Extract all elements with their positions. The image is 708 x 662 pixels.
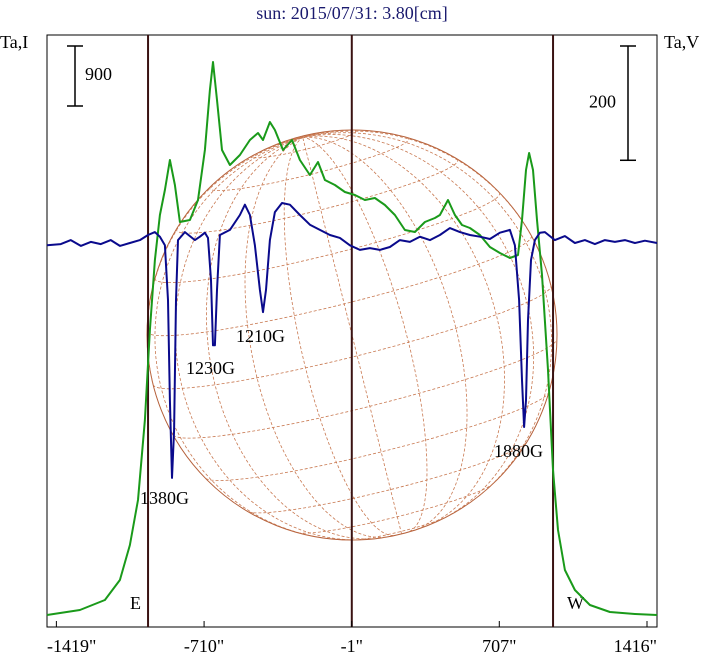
graticule-line: [154, 192, 500, 283]
series-line: [46, 61, 658, 616]
graticule-line: [174, 136, 366, 540]
annotation: 1880G: [494, 441, 543, 461]
graticule-line: [205, 136, 380, 540]
annotation: 1380G: [140, 488, 189, 508]
graticule-line: [302, 132, 553, 499]
annotation: 1230G: [186, 358, 235, 378]
graticule-line: [248, 442, 527, 514]
graticule-line: [302, 135, 505, 528]
x-tick-label: 1416": [614, 636, 657, 656]
graticule-line: [147, 136, 303, 385]
graticule-line: [302, 134, 308, 138]
scale-bar-label: 900: [85, 64, 112, 84]
graticule-line: [302, 136, 468, 530]
series-line: [46, 202, 658, 479]
graticule-line: [302, 134, 535, 523]
graticule-line: [302, 130, 552, 286]
y-axis-label: Ta,I: [0, 32, 28, 52]
chart-title: sun: 2015/07/31: 3.80[cm]: [256, 3, 448, 23]
scale-bar-label: 200: [589, 91, 616, 111]
graticule-line: [302, 132, 318, 138]
limb-label: E: [130, 593, 141, 613]
x-tick-label: -1": [341, 636, 363, 656]
x-tick-label: -710": [184, 636, 224, 656]
x-tick-label: 707": [482, 636, 516, 656]
limb-label: W: [567, 593, 584, 613]
annotation: 1210G: [236, 326, 285, 346]
graticule-line: [302, 136, 428, 532]
graticule-line: [244, 136, 386, 538]
graticule-line: [283, 136, 394, 536]
graticule-line: [205, 392, 549, 481]
graticule-line: [353, 516, 448, 540]
y2-axis-label: Ta,V: [664, 32, 699, 52]
x-tick-label: -1419": [47, 636, 96, 656]
